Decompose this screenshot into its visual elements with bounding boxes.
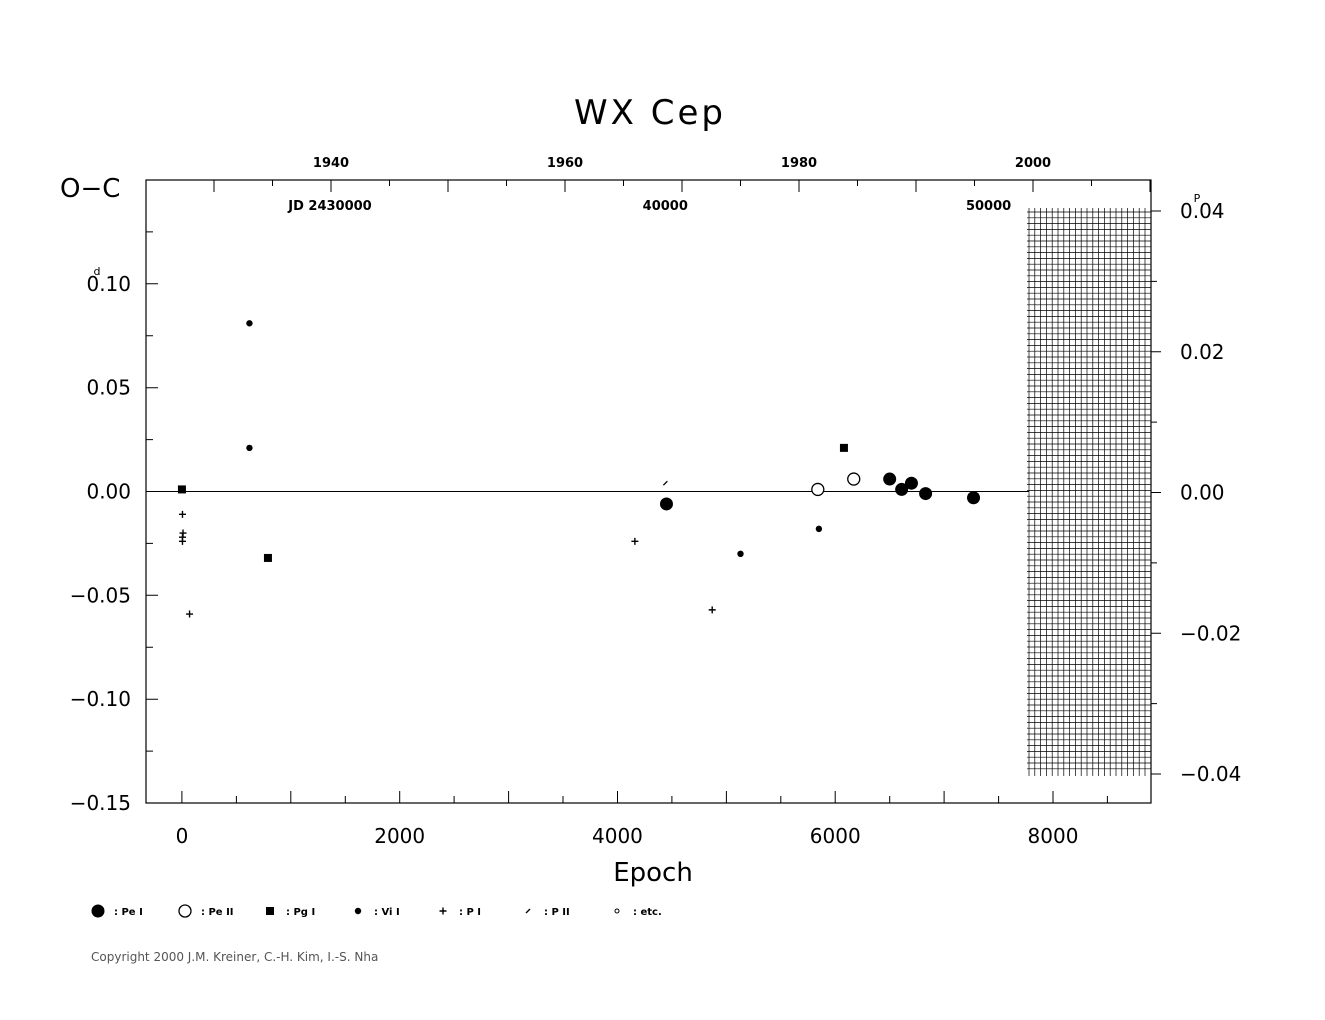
y-tick-label: −0.10 — [70, 687, 131, 711]
data-point-big-filled-circle — [904, 476, 918, 490]
data-point-big-filled-circle — [919, 487, 933, 501]
x-tick-label: 8000 — [1028, 824, 1079, 848]
y-axis-label: O−C — [60, 174, 120, 204]
right-unit-mark: P — [1194, 192, 1201, 205]
top-year-label: 2000 — [1015, 156, 1051, 171]
top-year-label: 1940 — [313, 156, 349, 171]
x-tick-label: 6000 — [810, 824, 861, 848]
future-region-grid — [1027, 208, 1151, 776]
right-tick-label: −0.02 — [1180, 621, 1241, 645]
data-point-plus — [186, 610, 194, 618]
legend-label: : P II — [544, 907, 570, 918]
data-point-slash — [662, 480, 668, 486]
data-point-filled-square — [177, 485, 186, 494]
future-grid-lines — [1027, 208, 1151, 776]
legend-marker-open-circle — [178, 904, 192, 918]
data-point-plus — [708, 606, 716, 614]
data-point-plus — [631, 537, 639, 545]
legend-marker-small-filled-circle — [354, 907, 362, 915]
legend-marker-tiny-open-circle — [614, 908, 620, 914]
data-point-filled-square — [839, 443, 848, 452]
y-tick-label: 0.10 — [86, 272, 131, 296]
x-tick-label: 0 — [176, 824, 189, 848]
data-point-small-filled-circle — [246, 320, 253, 327]
y-tick-label: −0.05 — [70, 583, 131, 607]
top-jd-label: 50000 — [966, 199, 1011, 214]
data-points — [177, 320, 981, 618]
legend-label: : Pg I — [286, 907, 315, 918]
top-year-label: 1980 — [781, 156, 817, 171]
data-point-filled-square — [263, 553, 272, 562]
x-tick-label: 2000 — [374, 824, 425, 848]
axis-ticks: 0 2000 4000 6000 8000 0.10d 0.05 0.00 −0.05 −0.10… — [70, 156, 1242, 848]
right-tick-label: 0.04 — [1180, 199, 1225, 223]
data-point-big-filled-circle — [967, 491, 981, 505]
right-tick-marks — [1151, 210, 1161, 775]
top-jd-label: 40000 — [643, 199, 688, 214]
data-point-open-circle — [811, 482, 825, 497]
legend-marker-slash — [525, 908, 531, 914]
right-tick-label: 0.00 — [1180, 481, 1225, 505]
legend-marker-plus — [439, 907, 447, 915]
x-tick-label: 4000 — [592, 824, 643, 848]
data-point-big-filled-circle — [883, 472, 897, 486]
data-point-big-filled-circle — [659, 497, 673, 511]
x-axis-label: Epoch — [613, 858, 693, 888]
legend-label: : P I — [459, 907, 481, 918]
chart-title: WX Cep — [574, 93, 726, 133]
legend-marker-filled-square — [266, 907, 274, 915]
right-tick-label: 0.02 — [1180, 340, 1225, 364]
plot-frame — [145, 179, 1152, 804]
top-year-label: 1960 — [547, 156, 583, 171]
data-point-small-filled-circle — [737, 550, 744, 557]
data-point-big-filled-circle — [895, 482, 909, 496]
y-tick-marks — [146, 179, 158, 804]
data-point-plus — [178, 537, 186, 545]
legend-marker-big-filled-circle — [91, 904, 105, 918]
top-jd-label: JD 2430000 — [287, 199, 371, 214]
right-tick-label: −0.04 — [1180, 762, 1241, 786]
legend-label: : etc. — [633, 907, 662, 918]
data-point-open-circle — [847, 472, 861, 486]
legend-label: : Vi I — [374, 907, 400, 918]
y-unit-mark: d — [94, 265, 101, 278]
copyright-text: Copyright 2000 J.M. Kreiner, C.-H. Kim, … — [91, 950, 378, 964]
data-point-small-filled-circle — [815, 525, 823, 533]
legend-label: : Pe I — [114, 907, 143, 918]
data-point-small-filled-circle — [246, 444, 253, 452]
top-year-ticks — [213, 180, 1151, 192]
legend: : Pe I : Pe II : Pg I : Vi I : P I : P II : et… — [91, 904, 662, 918]
y-tick-label: −0.15 — [70, 791, 131, 815]
x-tick-marks — [181, 791, 1108, 803]
data-point-plus — [178, 510, 186, 518]
y-tick-label: 0.00 — [86, 480, 131, 504]
y-tick-label: 0.05 — [86, 376, 131, 400]
legend-label: : Pe II — [201, 907, 234, 918]
